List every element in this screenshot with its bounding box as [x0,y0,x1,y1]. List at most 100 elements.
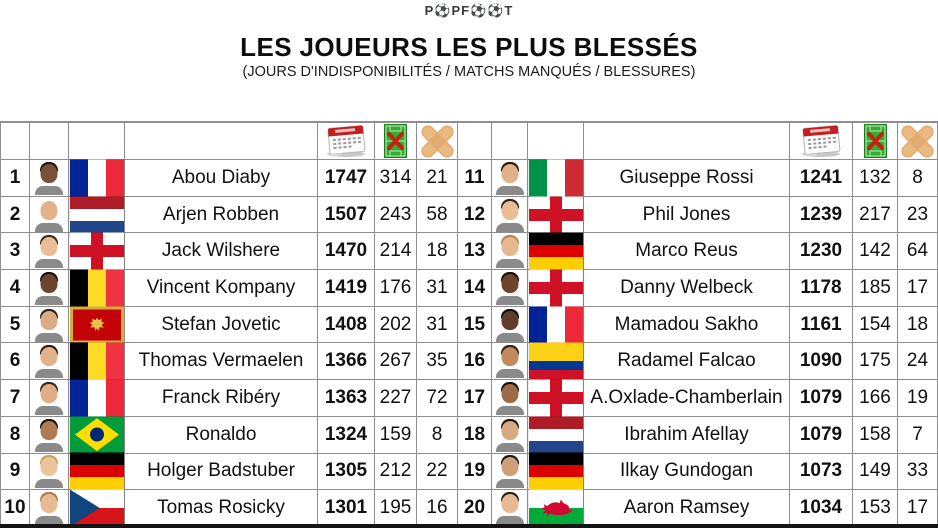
player-row: 11 Giuseppe Rossi 1241 132 8 [458,159,938,197]
header-days-cell [318,123,375,160]
player-name: Vincent Kompany [125,270,318,307]
player-rank: 3 [1,233,30,271]
avatar-face [40,200,58,220]
player-name: Danny Welbeck [584,270,790,307]
player-matches-missed: 166 [853,380,898,417]
player-rank: 11 [458,160,492,197]
player-rank: 10 [1,490,30,527]
avatar-face [40,273,58,293]
player-matches-missed: 202 [375,306,417,344]
player-injuries-count: 64 [898,233,938,271]
player-matches-missed: 212 [375,453,417,491]
missed-match-pitch-icon [863,124,887,158]
avatar-shoulders [35,405,63,415]
welsh-dragon-icon [540,499,573,517]
country-flag-icon [529,269,583,307]
player-rank: 4 [1,270,30,307]
player-nationality [69,306,125,344]
player-photo [492,306,528,344]
player-avatar [34,198,64,232]
avatar-shoulders [495,516,524,526]
popfoot-logo: P⚽PF⚽⚽T [424,3,514,18]
avatar-face [501,494,518,514]
country-flag-icon [529,306,583,344]
player-photo [492,270,528,307]
header-matches-cell [853,123,898,160]
player-row: 7 Franck Ribéry 1363 227 72 [1,379,458,417]
ranking-table-11-20: 11 Giuseppe Rossi 1241 132 8 12 [458,123,938,527]
header-injuries-cell [417,123,458,160]
player-matches-missed: 158 [853,416,898,454]
player-nationality [69,379,125,417]
table-header-row [458,123,938,160]
player-rows-11-20: 11 Giuseppe Rossi 1241 132 8 12 [458,159,938,527]
avatar-shoulders [35,369,63,379]
avatar-shoulders [35,259,63,269]
avatar-shoulders [495,442,524,452]
player-matches-missed: 314 [375,160,417,197]
player-avatar [34,234,64,269]
player-nationality [528,342,584,381]
player-nationality [528,452,584,491]
player-days-out: 1241 [790,160,853,197]
player-name: Arjen Robben [125,196,318,234]
player-days-out: 1073 [790,453,853,491]
player-name: Phil Jones [584,196,790,234]
player-row: 1 Abou Diaby 1747 314 21 [1,159,458,197]
avatar-face [501,457,518,477]
player-rank: 8 [1,416,30,454]
calendar-icon [327,125,366,157]
player-name: Radamel Falcao [584,343,790,381]
header-photo-cell [492,123,528,160]
player-nationality [69,196,125,234]
player-injuries-count: 33 [898,453,938,491]
player-photo [492,490,528,527]
player-row: 14 Danny Welbeck 1178 185 17 [458,269,938,307]
player-photo [30,380,69,417]
player-avatar [34,418,64,452]
avatar-shoulders [495,405,524,415]
player-avatar [495,381,525,415]
player-nationality [528,269,584,307]
header-flag-cell [69,123,125,160]
player-photo [30,196,69,234]
avatar-face [501,347,518,367]
player-row: 19 Ilkay Gundogan 1073 149 33 [458,452,938,491]
player-injuries-count: 58 [417,196,458,234]
player-row: 6 Thomas Vermaelen 1366 267 35 [1,342,458,381]
player-matches-missed: 132 [853,160,898,197]
country-flag-icon [70,159,124,197]
player-name: Giuseppe Rossi [584,160,790,197]
country-flag-icon [70,232,124,270]
player-days-out: 1161 [790,306,853,344]
player-rank: 6 [1,343,30,381]
player-injuries-count: 31 [417,270,458,307]
country-flag-icon [529,489,583,527]
player-photo [30,343,69,381]
player-row: 15 Mamadou Sakho 1161 154 18 [458,306,938,344]
country-flag-icon [70,342,124,380]
player-days-out: 1408 [318,306,375,344]
player-days-out: 1178 [790,270,853,307]
avatar-face [501,200,518,220]
player-name: Franck Ribéry [125,380,318,417]
player-name: Abou Diaby [125,160,318,197]
player-nationality [69,342,125,381]
player-rank: 19 [458,453,492,491]
player-rank: 14 [458,270,492,307]
avatar-face [40,494,58,514]
player-avatar [34,161,64,195]
player-name: Thomas Vermaelen [125,343,318,381]
avatar-face [40,347,58,367]
player-photo [30,270,69,307]
player-days-out: 1363 [318,380,375,417]
player-avatar [495,161,525,195]
header-flag-cell [528,123,584,160]
player-photo [492,233,528,271]
player-nationality [69,159,125,197]
avatar-shoulders [495,332,524,342]
bottom-border-bar [0,524,938,528]
player-nationality [528,232,584,271]
player-injuries-count: 72 [417,380,458,417]
player-avatar [34,344,64,379]
